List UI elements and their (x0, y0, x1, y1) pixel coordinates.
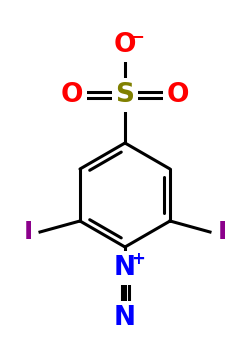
Text: +: + (131, 250, 145, 268)
Text: O: O (167, 82, 189, 108)
Text: N: N (114, 305, 136, 331)
Text: O: O (114, 32, 136, 58)
Text: −: − (130, 27, 144, 45)
Text: S: S (116, 82, 134, 108)
Text: I: I (24, 220, 32, 244)
Text: I: I (218, 220, 226, 244)
Text: N: N (114, 255, 136, 281)
Text: O: O (61, 82, 83, 108)
